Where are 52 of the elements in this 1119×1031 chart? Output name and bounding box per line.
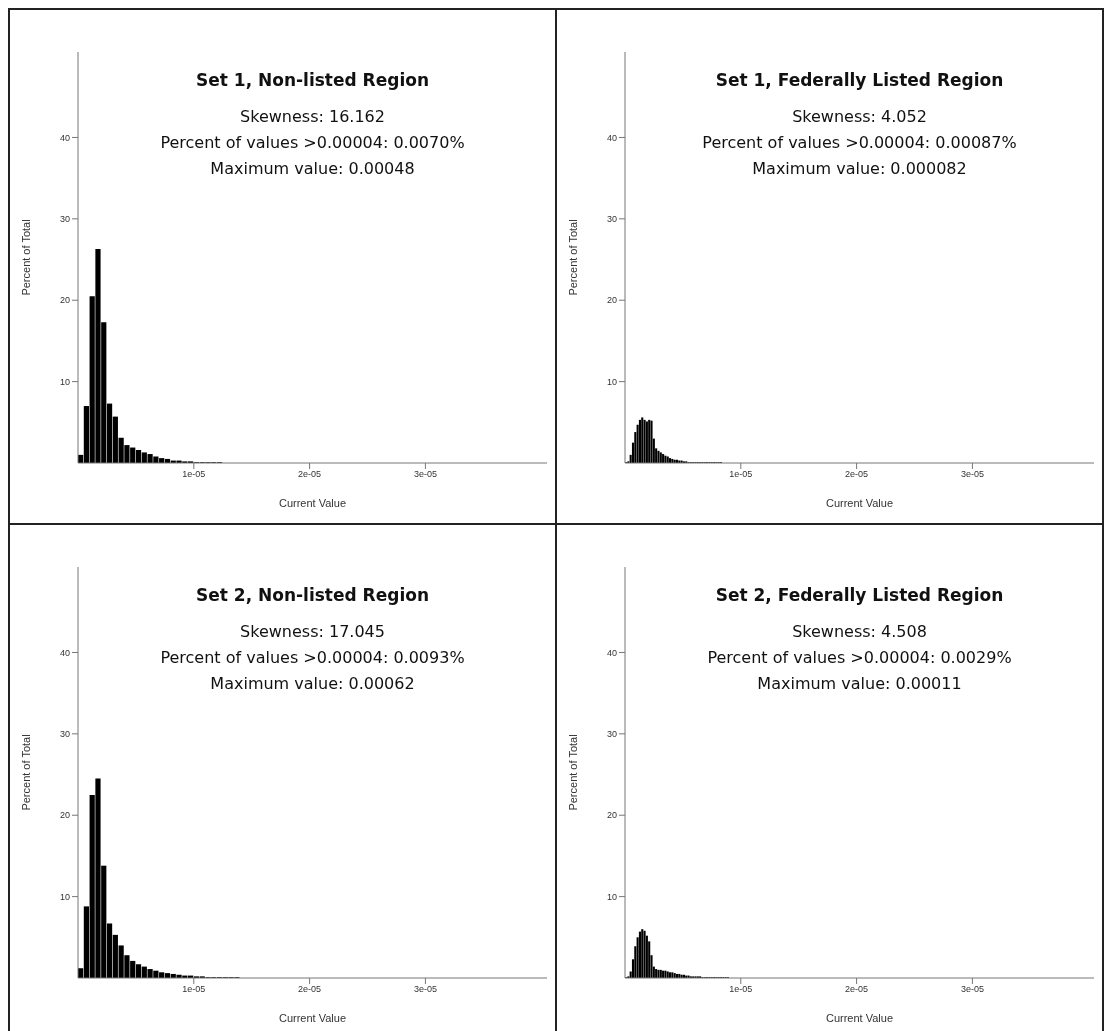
text: Set 2, Non-listed Region [195, 585, 430, 605]
y-tick-label: 10 [606, 376, 617, 387]
y-tick-label: 30 [606, 214, 617, 225]
text: Set 1, Federally Listed Region [714, 70, 1005, 90]
x-axis-title: Current Value [825, 497, 894, 509]
annotation: Skewness: 17.045 [239, 621, 386, 643]
y-axis-title: Percent of Total [19, 734, 32, 811]
x-tick-label: 2e-05 [298, 984, 322, 995]
x-tick-label: 2e-05 [298, 469, 322, 480]
y-tick-label: 10 [59, 891, 70, 902]
annotation: Maximum value: 0.00048 [209, 158, 416, 180]
y-tick-label: 40 [606, 647, 617, 658]
y-axis-title: Percent of Total [566, 734, 579, 811]
x-axis-title: Current Value [278, 1012, 347, 1024]
x-tick-label: 1e-05 [182, 984, 206, 995]
y-axis-title: Percent of Total [19, 219, 32, 296]
y-tick-label: 40 [59, 132, 70, 143]
y-tick-label: 20 [59, 810, 70, 821]
x-tick-label: 2e-05 [845, 469, 869, 480]
annotation: Skewness: 4.052 [791, 106, 928, 128]
y-axis-title: Percent of Total [566, 219, 579, 296]
y-tick-label: 30 [606, 729, 617, 740]
y-tick-label: 30 [59, 214, 70, 225]
x-axis-title: Current Value [278, 497, 347, 509]
annotation: Percent of values >0.00004: 0.0070% [159, 132, 466, 154]
y-tick-label: 10 [606, 891, 617, 902]
text: Set 2, Federally Listed Region [714, 585, 1005, 605]
annotation: Skewness: 16.162 [239, 106, 386, 128]
x-tick-label: 1e-05 [182, 469, 206, 480]
y-tick-label: 40 [606, 132, 617, 143]
annotation: Percent of values >0.00004: 0.00087% [701, 132, 1018, 154]
annotation: Maximum value: 0.00062 [209, 673, 416, 695]
x-tick-label: 2e-05 [845, 984, 869, 995]
x-axis-title: Current Value [825, 1012, 894, 1024]
y-tick-label: 20 [606, 810, 617, 821]
x-tick-label: 3e-05 [960, 984, 984, 995]
x-tick-label: 3e-05 [960, 469, 984, 480]
y-tick-label: 30 [59, 729, 70, 740]
y-tick-label: 10 [59, 376, 70, 387]
annotation: Maximum value: 0.00011 [756, 673, 963, 695]
x-tick-label: 3e-05 [413, 984, 437, 995]
y-tick-label: 20 [606, 295, 617, 306]
annotation: Maximum value: 0.000082 [751, 158, 968, 180]
y-tick-label: 40 [59, 647, 70, 658]
annotation: Percent of values >0.00004: 0.0093% [159, 647, 466, 669]
x-tick-label: 1e-05 [729, 469, 753, 480]
annotation: Percent of values >0.00004: 0.0029% [706, 647, 1013, 669]
annotation: Skewness: 4.508 [791, 621, 928, 643]
x-tick-label: 3e-05 [413, 469, 437, 480]
x-tick-label: 1e-05 [729, 984, 753, 995]
text: Set 1, Non-listed Region [195, 70, 430, 90]
y-tick-label: 20 [59, 295, 70, 306]
